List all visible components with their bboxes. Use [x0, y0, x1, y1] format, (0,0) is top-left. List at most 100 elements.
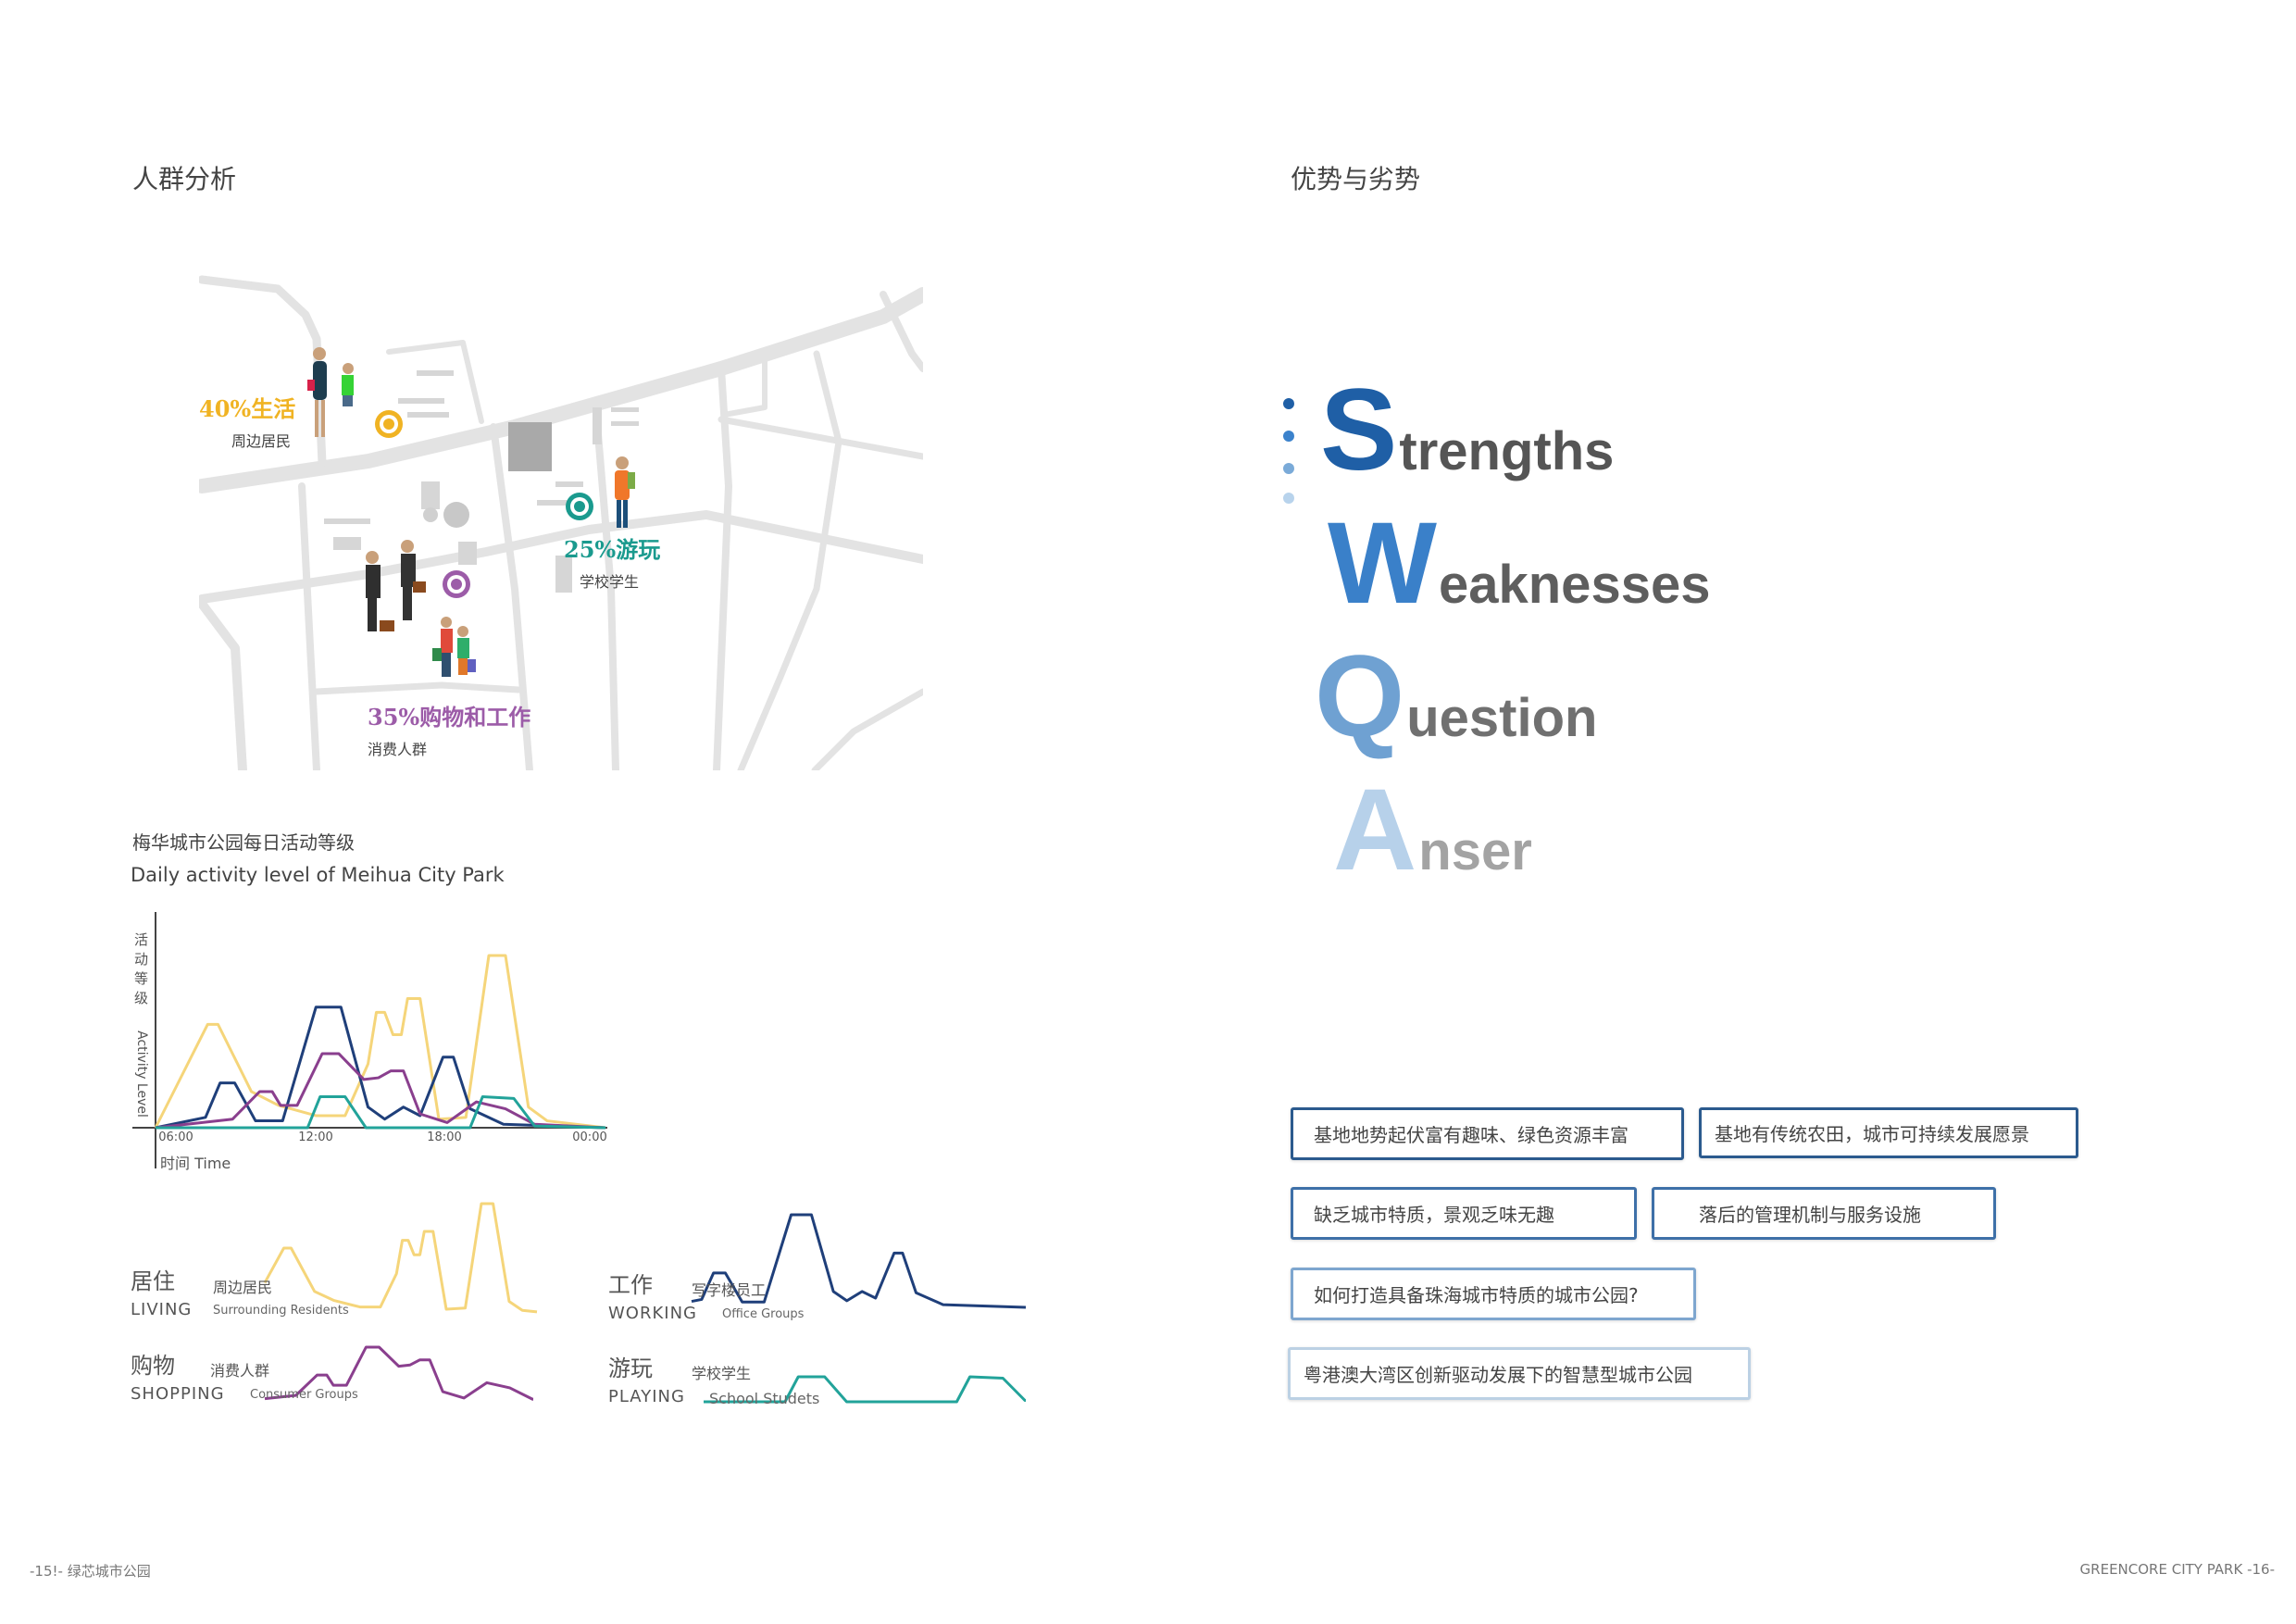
x-tick-label: 12:00 [298, 1131, 333, 1144]
person-figure-mother [307, 347, 327, 437]
series-line-0 [154, 954, 606, 1130]
swot-row-strengths: S trengths [1320, 372, 1614, 488]
map-road [880, 291, 923, 372]
map-plaza [423, 507, 438, 522]
section-heading-swot: 优势与劣势 [1291, 164, 1421, 194]
mini-label-cn2: 学校学生 [692, 1365, 752, 1382]
mini-label-cn: 购物 [131, 1353, 175, 1379]
mini-label-cn2: 写字楼员工 [692, 1281, 767, 1299]
box-text: 落后的管理机制与服务设施 [1699, 1204, 1921, 1226]
mini-label-en2: School Studets [709, 1390, 820, 1407]
swot-letter-s: S [1320, 366, 1398, 494]
mini-label-cn: 工作 [608, 1272, 653, 1298]
map-building [611, 407, 639, 412]
swot-word-strengths: trengths [1399, 421, 1615, 481]
mini-label-cn: 居住 [131, 1268, 175, 1294]
y-axis-label-cn: 活动等级 [134, 931, 149, 1006]
map-road [593, 408, 619, 770]
swot-word-question: uestion [1406, 688, 1598, 748]
bullet-dot [1283, 431, 1294, 442]
map-label-shopping-pct: 35%购物和工作 [368, 704, 531, 731]
map-road [721, 358, 767, 418]
series-line-1 [155, 1006, 606, 1130]
box-text: 基地地势起伏富有趣味、绿色资源丰富 [1314, 1124, 1628, 1146]
mini-label-en2: Surrounding Residents [213, 1304, 349, 1318]
map-building [537, 500, 574, 506]
map-plaza [443, 502, 469, 528]
map-road [199, 599, 247, 770]
swot-word-anser: nser [1418, 821, 1532, 881]
swot-row-anser: A nser [1333, 772, 1532, 888]
weakness-box: 落后的管理机制与服务设施 [1652, 1187, 1996, 1240]
map-road [713, 365, 732, 770]
swot-letter-w: W [1328, 499, 1437, 628]
map-building [593, 407, 602, 444]
strength-box: 基地地势起伏富有趣味、绿色资源丰富 [1291, 1107, 1684, 1160]
person-figure-shoppers [432, 617, 476, 677]
mini-series-line-working [691, 1213, 1027, 1309]
chart-title-cn: 梅华城市公园每日活动等级 [132, 831, 355, 854]
footer-right-page-number: GREENCORE CITY PARK -16- [2079, 1561, 2275, 1578]
swot-row-question: Q uestion [1315, 639, 1597, 755]
mini-label-cn: 游玩 [608, 1355, 653, 1381]
map-building [611, 421, 639, 426]
swot-letter-a: A [1333, 766, 1417, 894]
map-building [555, 556, 572, 593]
box-text: 如何打造具备珠海城市特质的城市公园? [1314, 1284, 1639, 1306]
map-building [458, 542, 477, 565]
swot-word-weaknesses: eaknesses [1438, 555, 1711, 615]
weakness-box: 缺乏城市特质，景观乏味无趣 [1291, 1187, 1637, 1240]
person-figure-child [342, 363, 354, 406]
mini-label-en: SHOPPING [131, 1384, 225, 1404]
marker-shopping [443, 570, 470, 598]
x-tick-label: 00:00 [572, 1131, 607, 1144]
x-axis-label: 时间 Time [160, 1155, 231, 1172]
section-heading-crowd-analysis: 人群分析 [132, 164, 237, 194]
map-road [718, 416, 923, 460]
mini-series-line-playing [704, 1375, 1027, 1404]
bullet-dot [1283, 493, 1294, 504]
mini-label-en2: Consumer Groups [250, 1388, 358, 1402]
box-text: 缺乏城市特质，景观乏味无趣 [1314, 1204, 1554, 1226]
mini-label-en: WORKING [608, 1304, 697, 1323]
marker-living [375, 410, 403, 438]
site-map [199, 275, 923, 770]
chart-title-en: Daily activity level of Meihua City Park [131, 864, 505, 886]
swot-letter-q: Q [1315, 632, 1405, 761]
map-building [417, 370, 454, 376]
map-road [298, 482, 320, 770]
map-label-shopping-sub: 消费人群 [368, 741, 428, 758]
person-figure-businessmen [366, 540, 426, 631]
x-tick-label: 06:00 [158, 1131, 193, 1144]
person-figure-student [615, 456, 635, 528]
swot-row-weaknesses: W eaknesses [1328, 506, 1710, 621]
marker-playing [566, 493, 593, 520]
map-label-living-pct: 40%生活 [199, 395, 296, 422]
mini-label-cn2: 周边居民 [213, 1279, 273, 1296]
bullet-dot [1283, 398, 1294, 409]
box-text: 基地有传统农田，城市可持续发展愿景 [1715, 1123, 2029, 1145]
map-building [421, 481, 440, 509]
x-tick-label: 18:00 [427, 1131, 462, 1144]
map-road [490, 423, 533, 770]
map-building [555, 481, 583, 487]
map-building [398, 398, 444, 404]
answer-box: 粤港澳大湾区创新驱动发展下的智慧型城市公园 [1288, 1347, 1751, 1400]
map-building [407, 412, 449, 418]
map-label-playing-sub: 学校学生 [580, 573, 640, 591]
map-building [324, 518, 370, 524]
box-text: 粤港澳大湾区创新驱动发展下的智慧型城市公园 [1304, 1364, 1692, 1386]
map-road [737, 350, 842, 770]
question-box: 如何打造具备珠海城市特质的城市公园? [1291, 1268, 1696, 1320]
map-building-large [508, 422, 552, 471]
map-road [386, 340, 484, 424]
map-road [811, 688, 923, 770]
map-road [313, 681, 522, 695]
mini-label-en2: Office Groups [722, 1307, 805, 1321]
mini-label-en: LIVING [131, 1300, 193, 1319]
strength-box: 基地有传统农田，城市可持续发展愿景 [1699, 1107, 2078, 1158]
mini-series-line-living [263, 1202, 538, 1314]
footer-left-page-number: -15!- 绿芯城市公园 [30, 1563, 151, 1580]
series-line-3 [156, 1095, 606, 1130]
